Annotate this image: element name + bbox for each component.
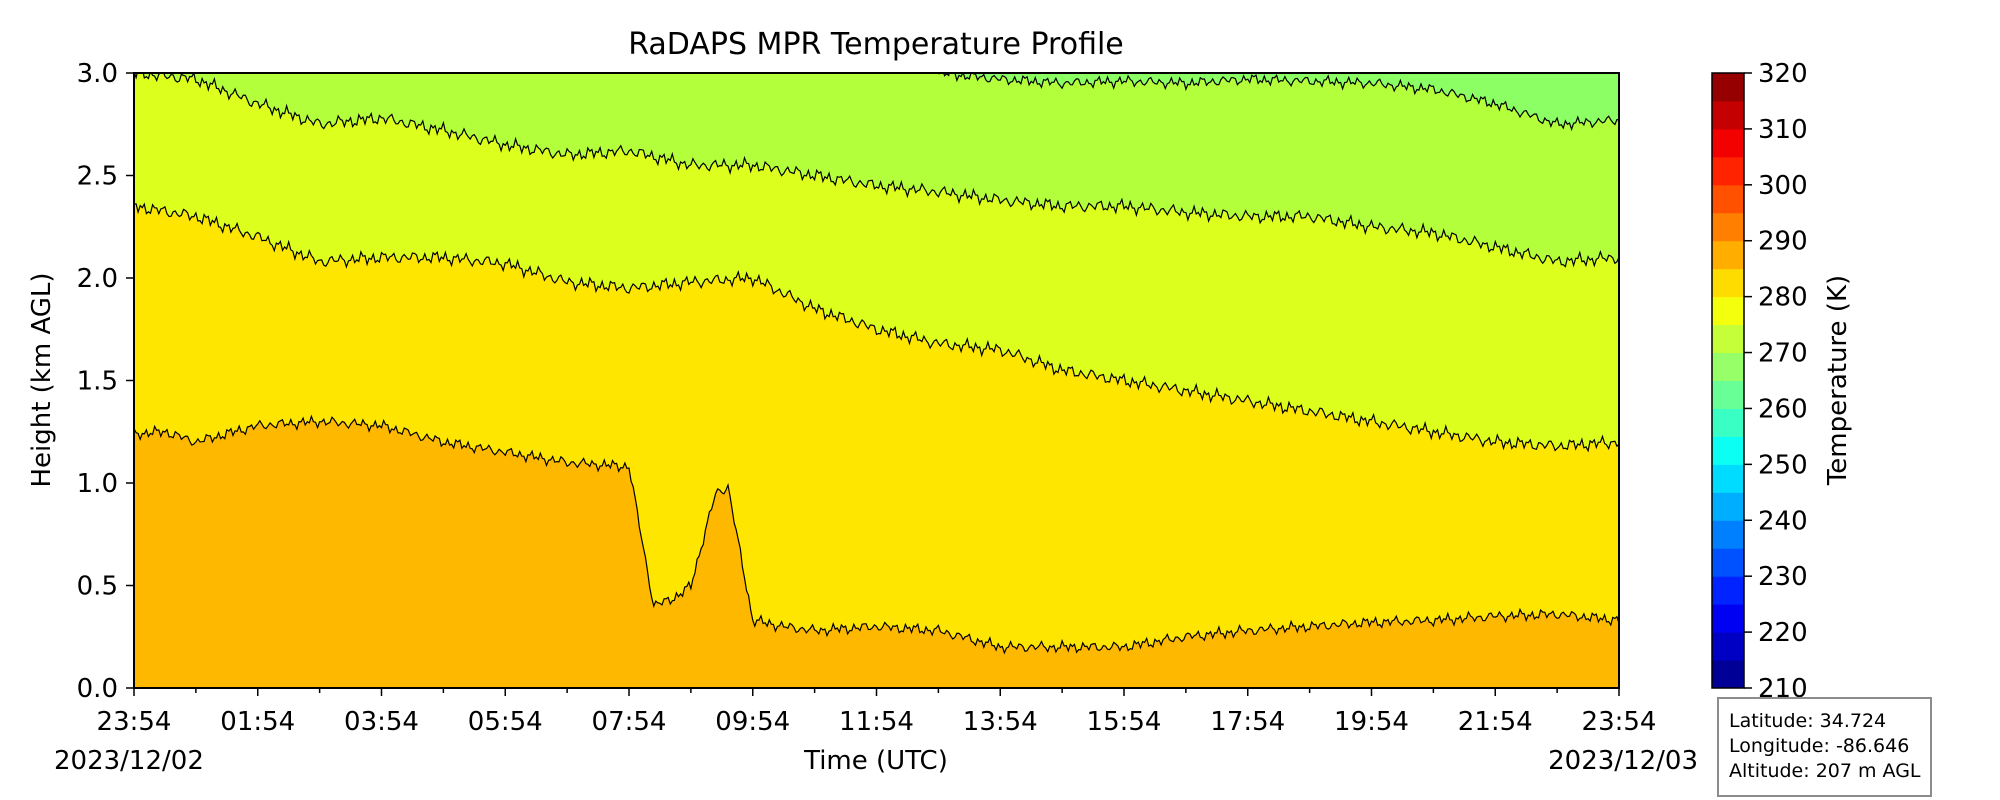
colorbar-segment xyxy=(1712,240,1744,270)
colorbar-tick-label: 300 xyxy=(1758,171,1808,201)
colorbar-segment xyxy=(1712,464,1744,493)
colorbar-segment xyxy=(1712,632,1744,661)
contour-line-285 xyxy=(134,414,1619,655)
altitude-text: Altitude: 207 m AGL xyxy=(1729,760,1921,782)
y-tick-label: 1.5 xyxy=(77,367,118,397)
colorbar-segment xyxy=(1712,73,1744,102)
contour-line-280 xyxy=(134,202,1619,453)
y-tick-label: 0.5 xyxy=(77,572,118,602)
longitude-text: Longitude: -86.646 xyxy=(1729,735,1910,757)
colorbar-frame xyxy=(1711,72,1745,689)
colorbar-segment xyxy=(1712,492,1744,521)
chart-title: RaDAPS MPR Temperature Profile xyxy=(628,27,1124,62)
colorbar-segment xyxy=(1712,296,1744,326)
colorbar-tick-label: 270 xyxy=(1758,339,1808,369)
colorbar-segment xyxy=(1712,128,1744,158)
colorbar-segment xyxy=(1712,408,1744,437)
x-axis-label: Time (UTC) xyxy=(803,746,948,776)
y-axis-ticks: 0.0 0.5 1.0 1.5 2.0 2.5 3.0 xyxy=(77,59,134,704)
y-tick-label: 3.0 xyxy=(77,59,118,89)
colorbar-tick-label: 260 xyxy=(1758,394,1808,424)
colorbar-segment xyxy=(1712,324,1744,354)
latitude-text: Latitude: 34.724 xyxy=(1729,710,1887,732)
x-tick-label: 19:54 xyxy=(1334,707,1409,737)
y-tick-label: 2.5 xyxy=(77,162,118,192)
colorbar-segment xyxy=(1712,576,1744,605)
colorbar-tick-label: 250 xyxy=(1758,450,1808,480)
colorbar-tick-label: 280 xyxy=(1758,283,1808,313)
colorbar-label: Temperature (K) xyxy=(1823,275,1853,486)
contour-line-275 xyxy=(134,73,1619,268)
band-285-290 xyxy=(134,416,1619,688)
colorbar-segment xyxy=(1712,156,1744,186)
contour-line-270 xyxy=(938,73,1619,132)
colorbar-tick-label: 290 xyxy=(1758,227,1808,257)
colorbar-segment xyxy=(1712,100,1744,130)
x-tick-label: 05:54 xyxy=(468,707,543,737)
x-tick-label: 01:54 xyxy=(220,707,295,737)
colorbar-tick-label: 240 xyxy=(1758,506,1808,536)
colorbar-tick-label: 230 xyxy=(1758,562,1808,592)
x-tick-label: 15:54 xyxy=(1087,707,1162,737)
colorbar-segment xyxy=(1712,436,1744,465)
contour-lines xyxy=(134,73,1619,655)
colorbar-segment xyxy=(1712,520,1744,549)
colorbar-segment xyxy=(1712,212,1744,242)
colorbar-tick-label: 320 xyxy=(1758,59,1808,89)
colorbar-segment xyxy=(1712,380,1744,409)
colorbar-segment xyxy=(1712,268,1744,298)
x-tick-label: 07:54 xyxy=(592,707,667,737)
x-tick-label: 17:54 xyxy=(1210,707,1285,737)
band-265-270 xyxy=(938,73,1619,130)
colorbar-segment xyxy=(1712,352,1744,381)
colorbar-segment xyxy=(1712,184,1744,214)
y-tick-label: 1.0 xyxy=(77,469,118,499)
x-tick-label: 23:54 xyxy=(1582,707,1657,737)
colorbar-segment xyxy=(1712,660,1744,689)
station-info-box: Latitude: 34.724 Longitude: -86.646 Alti… xyxy=(1717,697,1932,797)
y-tick-label: 2.0 xyxy=(77,264,118,294)
x-tick-label: 13:54 xyxy=(963,707,1038,737)
x-axis-ticks: 23:54 01:54 03:54 05:54 07:54 09:54 11:54 13:54… xyxy=(97,688,1657,737)
y-tick-label: 0.0 xyxy=(77,674,118,704)
x-tick-label: 09:54 xyxy=(715,707,790,737)
x-tick-label: 21:54 xyxy=(1458,707,1533,737)
y-axis-label: Height (km AGL) xyxy=(27,272,57,487)
x-tick-label: 11:54 xyxy=(839,707,914,737)
plot-area xyxy=(134,73,1619,688)
x-tick-label: 03:54 xyxy=(344,707,419,737)
colorbar-tick-label: 220 xyxy=(1758,618,1808,648)
x-start-date: 2023/12/02 xyxy=(54,746,204,776)
colorbar-tick-label: 310 xyxy=(1758,115,1808,145)
x-end-date: 2023/12/03 xyxy=(1548,746,1698,776)
colorbar-segment xyxy=(1712,604,1744,633)
colorbar-segment xyxy=(1712,548,1744,577)
x-tick-label: 23:54 xyxy=(97,707,172,737)
